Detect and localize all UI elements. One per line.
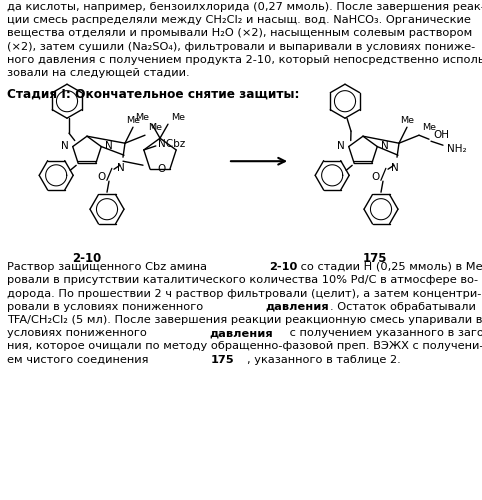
Text: O: O [97,172,105,182]
Text: с получением указанного в заголовке соедине-: с получением указанного в заголовке соед… [286,328,482,338]
Text: O: O [371,172,379,182]
Text: O: O [158,164,166,174]
Text: . Остаток обрабатывали  10%: . Остаток обрабатывали 10% [330,302,482,312]
Text: ровали в присутствии каталитического количества 10% Pd/C в атмосфере во-: ровали в присутствии каталитического кол… [7,276,478,285]
Text: N: N [337,140,345,150]
Text: Me: Me [400,116,414,125]
Text: давления: давления [266,302,329,312]
Text: 175: 175 [363,252,387,265]
Text: ровали в условиях пониженного: ровали в условиях пониженного [7,302,207,312]
Text: TFA/CH₂Cl₂ (5 мл). После завершения реакции реакционную смесь упаривали в: TFA/CH₂Cl₂ (5 мл). После завершения реак… [7,315,482,325]
Text: 175: 175 [211,354,234,364]
Text: Стадия I: Окончательное снятие защиты:: Стадия I: Окончательное снятие защиты: [7,87,299,100]
Text: OH: OH [433,130,449,140]
Text: Me: Me [148,123,162,132]
Text: Me: Me [171,113,185,122]
Text: ции смесь распределяли между CH₂Cl₂ и насыщ. вод. NaHCO₃. Органические: ции смесь распределяли между CH₂Cl₂ и на… [7,15,471,25]
Text: да кислоты, например, бензоилхлорида (0,27 ммоль). После завершения реак-: да кислоты, например, бензоилхлорида (0,… [7,2,482,12]
Text: ем чистого соединения: ем чистого соединения [7,354,152,364]
Text: ного давления с получением продукта 2-10, который непосредственно исполь-: ного давления с получением продукта 2-10… [7,55,482,65]
Text: ния, которое очищали по методу обращенно-фазовой преп. ВЭЖХ с получени-: ния, которое очищали по методу обращенно… [7,342,482,351]
Text: Раствор защищенного Cbz амина: Раствор защищенного Cbz амина [7,262,211,272]
Text: вещества отделяли и промывали H₂O (×2), насыщенным солевым раствором: вещества отделяли и промывали H₂O (×2), … [7,28,472,38]
Text: 2-10: 2-10 [72,252,102,265]
Text: условиях пониженного: условиях пониженного [7,328,150,338]
Text: Me: Me [422,123,436,132]
Text: со стадии H (0,25 ммоль) в MeOH гидри-: со стадии H (0,25 ммоль) в MeOH гидри- [297,262,482,272]
Text: N: N [117,163,125,173]
Text: , указанного в таблице 2.: , указанного в таблице 2. [247,354,401,364]
Text: N: N [105,140,113,150]
Text: NCbz: NCbz [158,139,185,149]
Text: NH₂: NH₂ [447,144,467,154]
Text: дорода. По прошествии 2 ч раствор фильтровали (целит), а затем концентри-: дорода. По прошествии 2 ч раствор фильтр… [7,288,482,298]
Text: N: N [391,163,399,173]
Text: N: N [61,140,69,150]
Text: зовали на следующей стадии.: зовали на следующей стадии. [7,68,189,78]
Text: Me: Me [135,113,149,122]
Text: N: N [381,140,389,150]
Text: Me: Me [126,116,140,125]
Text: 2-10: 2-10 [269,262,298,272]
Text: давления: давления [209,328,273,338]
Text: (×2), затем сушили (Na₂SO₄), фильтровали и выпаривали в условиях пониже-: (×2), затем сушили (Na₂SO₄), фильтровали… [7,42,475,51]
